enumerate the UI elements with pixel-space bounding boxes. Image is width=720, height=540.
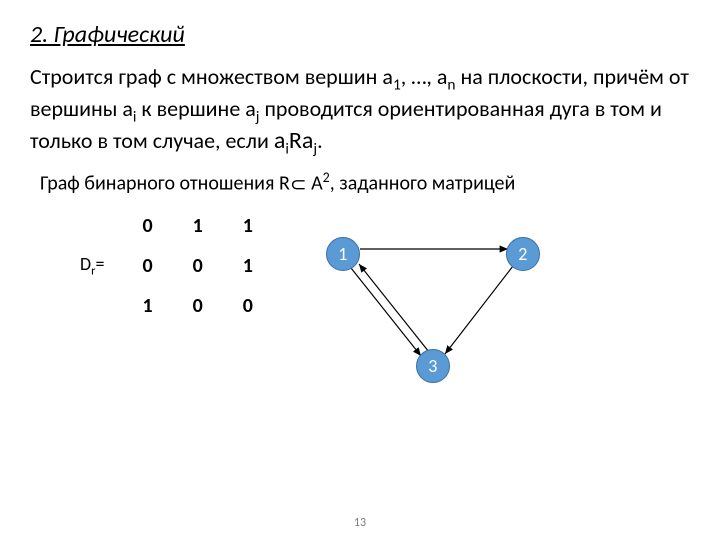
section-heading: 2. Графический — [30, 20, 690, 49]
cell: 0 — [122, 206, 172, 246]
table-row: 0 1 1 — [122, 206, 272, 246]
t: a — [274, 126, 286, 155]
cell: 0 — [223, 286, 273, 326]
matrix-block: Dr= 0 1 1 0 0 1 1 0 0 — [80, 206, 273, 326]
cell: 1 — [223, 246, 273, 286]
sup: 2 — [323, 169, 330, 186]
graph-edge — [351, 268, 421, 356]
table-row: 0 0 1 — [122, 246, 272, 286]
matrix-and-graph-row: Dr= 0 1 1 0 0 1 1 0 0 — [30, 206, 690, 406]
t: , заданного матрицей — [330, 172, 516, 196]
t: A — [307, 172, 323, 196]
t: Граф бинарного отношения R — [40, 172, 290, 196]
t: , …, a — [401, 63, 448, 90]
t: = — [95, 253, 104, 275]
graph-edge — [359, 264, 429, 352]
t: Ra — [289, 126, 314, 155]
t: D — [80, 253, 91, 275]
sub-paragraph: Граф бинарного отношения R⊂ A2, заданног… — [40, 169, 690, 196]
matrix-label: Dr= — [80, 253, 104, 279]
cell: 0 — [173, 246, 223, 286]
graph-node-3: 3 — [416, 349, 450, 383]
cell: 0 — [173, 286, 223, 326]
page-number: 13 — [0, 516, 720, 530]
body-paragraph: Строится граф с множеством вершин a1, …,… — [30, 63, 690, 159]
relation-graph: 1 2 3 — [313, 236, 553, 406]
cell: 1 — [223, 206, 273, 246]
t: Строится граф с множеством вершин a — [30, 63, 393, 90]
sub: 1 — [393, 75, 401, 94]
t: . — [317, 127, 323, 154]
sub: n — [447, 75, 455, 94]
t: к вершине a — [136, 95, 255, 122]
graph-node-1: 1 — [326, 237, 360, 271]
matrix-table: 0 1 1 0 0 1 1 0 0 — [122, 206, 272, 326]
cell: 1 — [122, 286, 172, 326]
graph-edge — [445, 266, 513, 354]
table-row: 1 0 0 — [122, 286, 272, 326]
cell: 0 — [122, 246, 172, 286]
cell: 1 — [173, 206, 223, 246]
graph-node-2: 2 — [506, 237, 540, 271]
subset-symbol: ⊂ — [290, 173, 307, 197]
